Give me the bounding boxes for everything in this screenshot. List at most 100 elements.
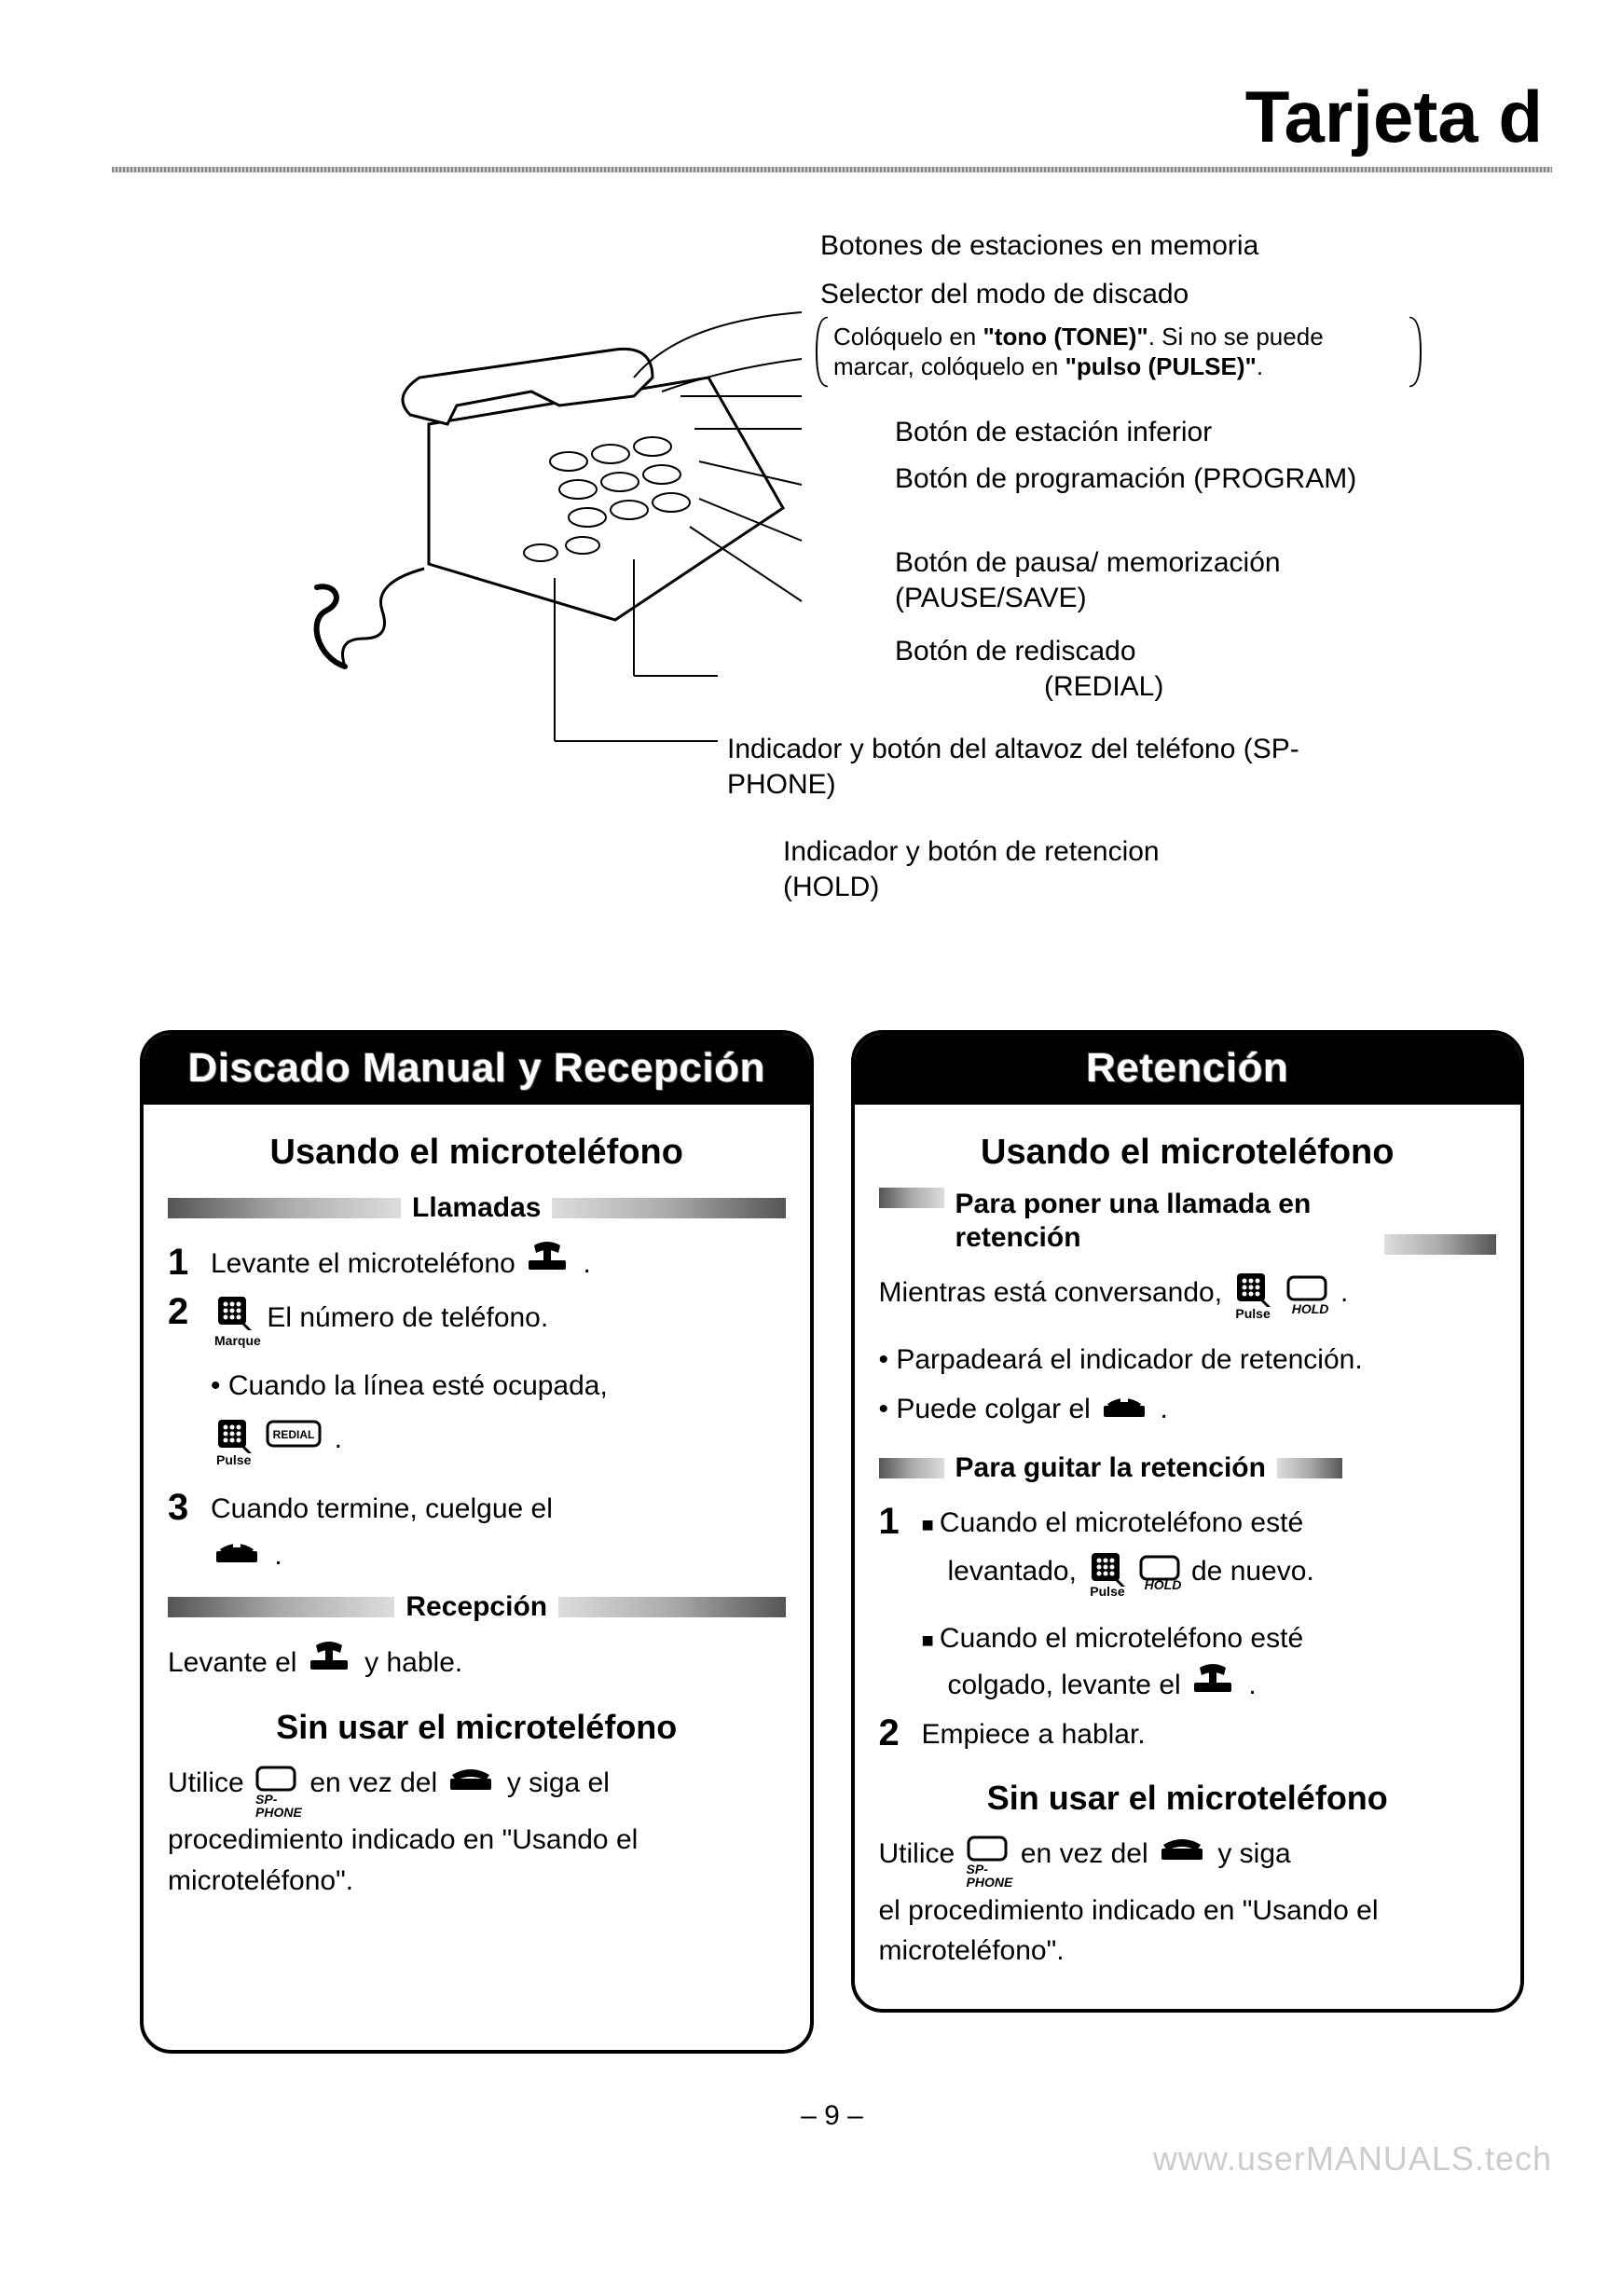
r-step1-row: levantado, Pulse HOLD de nuevo.	[948, 1549, 1497, 1597]
dm-bold-1: "tono (TONE)"	[983, 323, 1148, 351]
stripe-l4	[879, 1458, 944, 1478]
handset-up-icon-3	[1192, 1666, 1237, 1708]
stripe-left-2	[168, 1597, 394, 1617]
callout-dial-mode: Selector del modo de discado Colóquelo e…	[820, 277, 1529, 388]
r-step-2-text: Empiece a hablar.	[922, 1714, 1497, 1755]
redial-sub: (REDIAL)	[895, 671, 1163, 702]
left-step-1: 1 Levante el microteléfono .	[168, 1244, 786, 1285]
dial-icon-2: Pulse	[214, 1416, 252, 1465]
panel-discado-body: Usando el microteléfono Llamadas 1 Levan…	[144, 1105, 810, 2050]
dial-icon-4: Pulse	[1088, 1549, 1123, 1597]
right-subtitle: Usando el microteléfono	[879, 1127, 1497, 1178]
step2-busy-icons: Pulse .	[211, 1416, 786, 1465]
bar-put-hold-label: Para poner una llamada en retención	[944, 1188, 1385, 1255]
bar-put-hold: Para poner una llamada en retención	[879, 1188, 1497, 1255]
bar-llamadas: Llamadas	[168, 1188, 786, 1229]
callout-sp-phone: Indicador y botón del altavoz del teléfo…	[727, 732, 1324, 802]
stripe-l3	[879, 1188, 944, 1208]
lsu-4: procedimiento indicado en "Usando el mic…	[168, 1820, 786, 1901]
recep-1: Levante el	[168, 1647, 296, 1678]
watermark: www.userMANUALS.tech	[112, 2139, 1552, 2179]
lsu-2: en vez del	[309, 1767, 437, 1798]
step3-span: Cuando termine, cuelgue el	[211, 1493, 553, 1524]
left-step-2: 2 Marque El número de teléfono. Cuando l…	[168, 1293, 786, 1465]
step2-span: El número de teléfono.	[267, 1302, 548, 1333]
page-number: – 9 –	[112, 2100, 1552, 2132]
step-num-2: 2	[168, 1293, 196, 1330]
sp-phone-label-1: SP-PHONE	[255, 1793, 302, 1819]
phone-diagram: Botones de estaciones en memoria Selecto…	[112, 228, 1552, 993]
callout-memory-stations: Botones de estaciones en memoria	[820, 228, 1258, 264]
stripe-right-2	[558, 1597, 785, 1617]
bar-llamadas-label: Llamadas	[401, 1188, 552, 1229]
left-step-3: 3 Cuando termine, cuelgue el .	[168, 1489, 786, 1577]
right-sin-usar-title: Sin usar el microteléfono	[879, 1774, 1497, 1822]
callout-pause-save: Botón de pausa/ memorización (PAUSE/SAVE…	[895, 545, 1417, 615]
stripe-r4	[1277, 1458, 1342, 1478]
right-step-1: 1 Cuando el microteléfono esté levantado…	[879, 1503, 1497, 1707]
left-subtitle: Usando el microteléfono	[168, 1127, 786, 1178]
redial-text: Botón de rediscado	[895, 636, 1136, 667]
hold-key-icon-2: HOLD	[1139, 1552, 1180, 1593]
handset-up-icon-2	[309, 1643, 353, 1685]
step-num-1: 1	[168, 1244, 196, 1281]
hold-bullet-2-text: Puede colgar el	[896, 1394, 1090, 1424]
r-step1-d: Cuando el microteléfono esté	[922, 1618, 1497, 1659]
callout-program: Botón de programación (PROGRAM)	[895, 461, 1361, 497]
hold-label-1: HOLD	[1292, 1302, 1329, 1315]
recep-2: y hable.	[364, 1647, 462, 1678]
panel-retencion: Retención Usando el microteléfono Para p…	[851, 1030, 1525, 2013]
bar-remove-hold: Para guitar la retención	[879, 1448, 1497, 1489]
dm-bold-2: "pulso (PULSE)"	[1065, 352, 1257, 380]
hold-text-1: Mientras está conversando,	[879, 1277, 1223, 1308]
recepcion-line: Levante el y hable.	[168, 1643, 786, 1684]
sp-phone-key-icon-2: SP-PHONE	[967, 1835, 1010, 1876]
redial-key-icon	[267, 1420, 323, 1461]
rsu-2: en vez del	[1021, 1838, 1148, 1869]
r-step1-e-row: colgado, levante el .	[948, 1665, 1497, 1707]
step-3-text: Cuando termine, cuelgue el .	[211, 1489, 786, 1577]
callout-dial-mode-title: Selector del modo de discado	[820, 277, 1529, 312]
right-sin-usar-body: Utilice SP-PHONE en vez del y siga el pr…	[879, 1834, 1497, 1972]
panels-row: Discado Manual y Recepción Usando el mic…	[112, 1030, 1552, 2054]
hold-key-icon: HOLD	[1286, 1274, 1329, 1315]
r-step-num-1: 1	[879, 1503, 907, 1540]
bar-recepcion-label: Recepción	[394, 1587, 558, 1628]
dial-icon: Marque	[214, 1293, 255, 1346]
r-step1b: levantado,	[948, 1556, 1077, 1587]
panel-retencion-body: Usando el microteléfono Para poner una l…	[855, 1105, 1521, 2009]
step2-busy: Cuando la línea esté ocupada,	[211, 1366, 786, 1407]
hold-line-1: Mientras está conversando, Pulse HOLD .	[879, 1270, 1497, 1319]
dm-note-3: .	[1257, 352, 1263, 380]
hangup-row: .	[211, 1535, 786, 1577]
stripe-right	[552, 1198, 785, 1218]
stripe-r3	[1384, 1234, 1496, 1255]
title-divider	[112, 167, 1552, 172]
step-num-3: 3	[168, 1489, 196, 1526]
r-step-1-text: Cuando el microteléfono esté levantado, …	[922, 1503, 1497, 1707]
lsu-3: y siga el	[507, 1767, 610, 1798]
hold-label-2: HOLD	[1145, 1578, 1182, 1591]
marque-label: Marque	[214, 1334, 261, 1347]
handset-up-icon	[527, 1244, 571, 1285]
rsu-3: y siga	[1217, 1838, 1290, 1869]
rsu-1: Utilice	[879, 1838, 955, 1869]
sp-phone-label-2: SP-PHONE	[967, 1863, 1013, 1889]
bar-recepcion: Recepción	[168, 1587, 786, 1628]
pulse-label-3: Pulse	[1090, 1585, 1124, 1598]
bar-remove-hold-label: Para guitar la retención	[944, 1448, 1277, 1489]
step1-span: Levante el microteléfono	[211, 1248, 515, 1279]
panel-discado-header: Discado Manual y Recepción	[144, 1034, 810, 1105]
sp-phone-key-icon: SP-PHONE	[255, 1765, 298, 1806]
r-step1-a: Cuando el microteléfono esté	[922, 1503, 1497, 1544]
hangup-icon	[214, 1536, 263, 1578]
page-title: Tarjeta d	[112, 75, 1552, 159]
pulse-label-2: Pulse	[1235, 1307, 1270, 1320]
callout-redial: Botón de rediscado (REDIAL)	[895, 634, 1361, 704]
handset-on-cradle-icon	[448, 1765, 495, 1806]
callout-dial-mode-note: Colóquelo en "tono (TONE)". Si no se pue…	[820, 316, 1417, 388]
panel-retencion-header: Retención	[855, 1034, 1521, 1105]
lsu-1: Utilice	[168, 1767, 244, 1798]
handset-on-cradle-icon-2	[1160, 1835, 1206, 1876]
r-step1c: de nuevo.	[1191, 1556, 1314, 1587]
